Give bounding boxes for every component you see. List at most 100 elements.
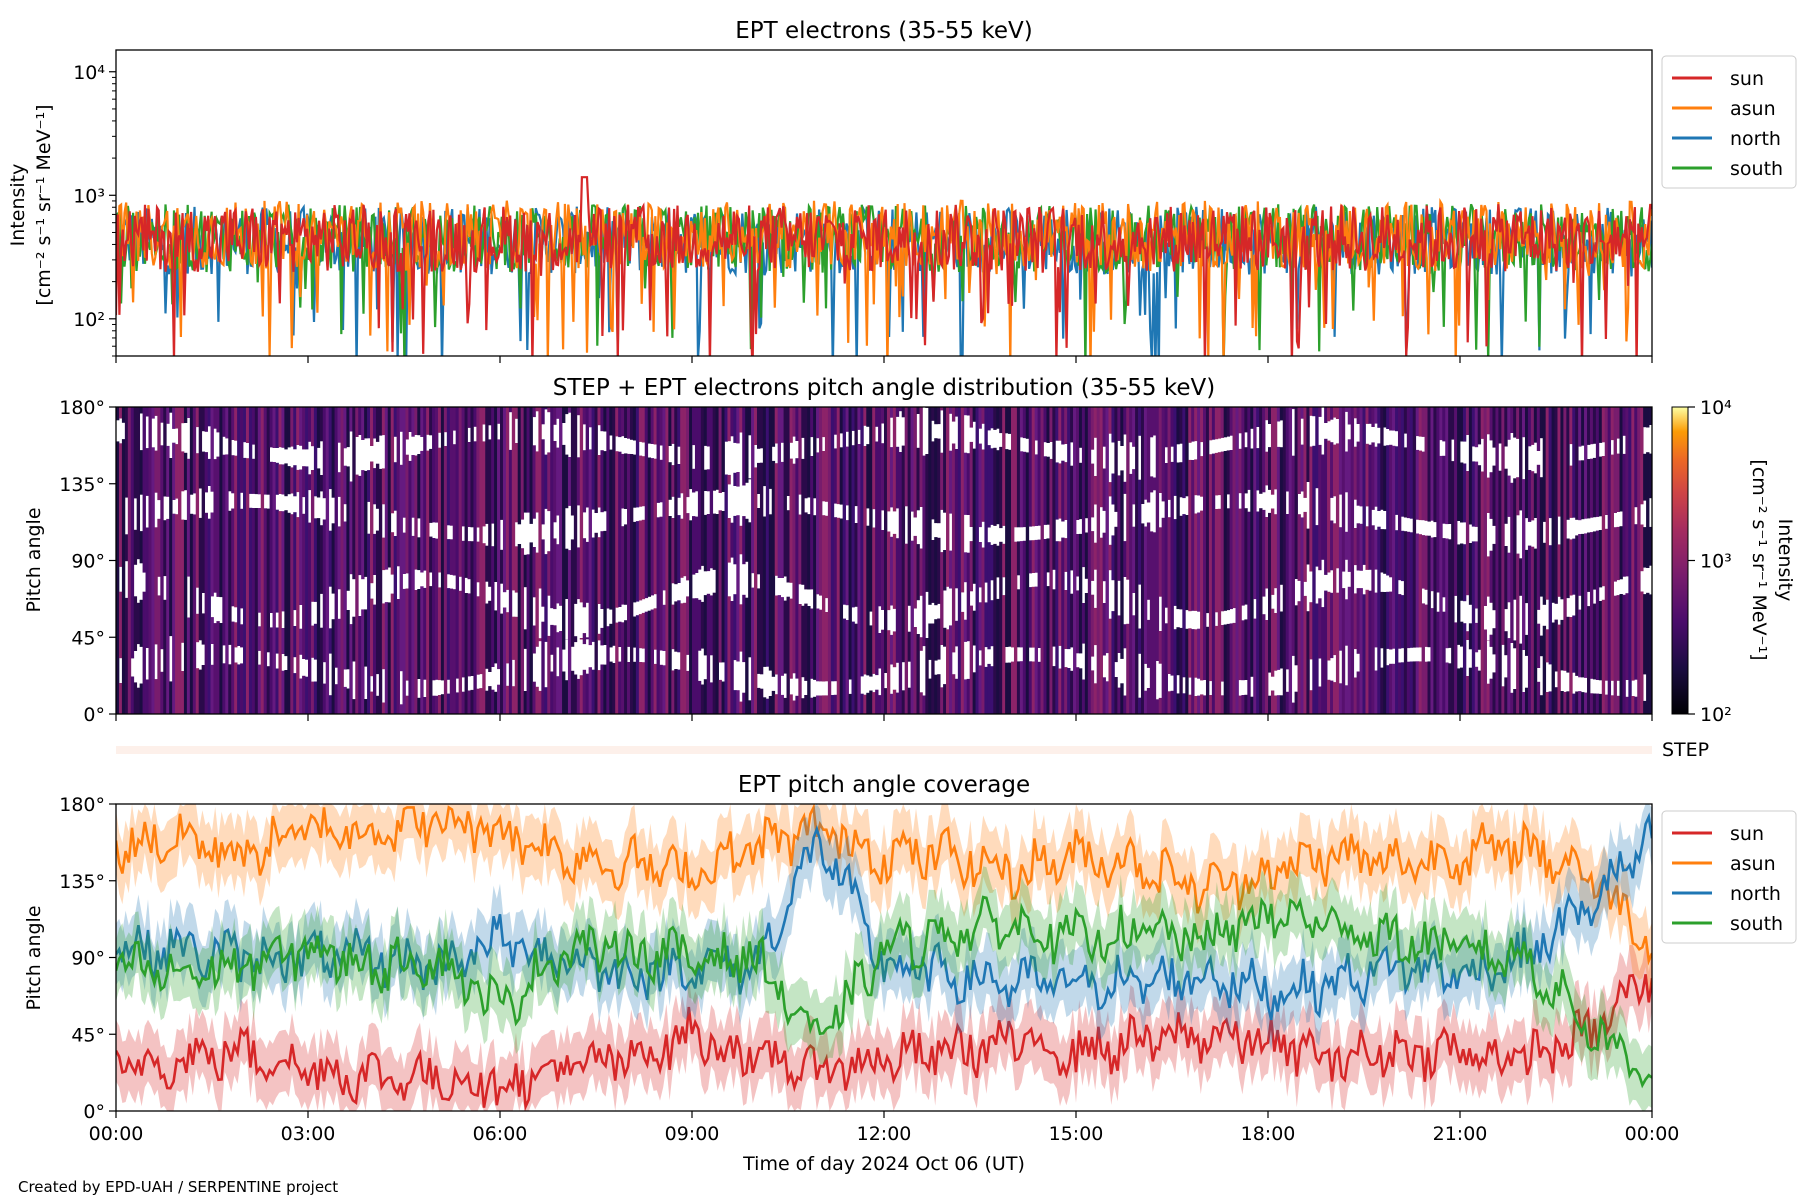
heatmap-cell <box>1185 628 1189 714</box>
heatmap-cell <box>588 407 592 428</box>
heatmap-cell <box>821 451 826 502</box>
heatmap-cell <box>627 453 631 647</box>
heatmap-cell <box>848 693 852 714</box>
heatmap-cell <box>547 635 551 714</box>
heatmap-cell <box>284 670 288 714</box>
heatmap-cell <box>139 450 143 495</box>
heatmap-cell <box>1173 519 1177 606</box>
heatmap-cell <box>169 681 173 714</box>
heatmap-cell <box>302 407 306 450</box>
heatmap-cell <box>1111 473 1115 505</box>
footer-credit: Created by EPD-UAH / SERPENTINE project <box>18 1178 338 1196</box>
heatmap-cell <box>570 539 575 647</box>
heatmap-cell <box>966 453 971 515</box>
heatmap-cell <box>1279 407 1284 421</box>
heatmap-cell <box>1587 407 1591 445</box>
heatmap-cell <box>884 407 888 673</box>
heatmap-cell <box>1090 407 1095 450</box>
heatmap-cell <box>1135 407 1139 714</box>
heatmap-cell <box>325 407 330 714</box>
heatmap-cell <box>1374 592 1378 648</box>
heatmap-cell <box>780 461 784 578</box>
heatmap-cell <box>756 407 761 449</box>
heatmap-cell <box>573 636 578 643</box>
heatmap-cell <box>1008 407 1012 434</box>
heatmap-cell <box>145 527 149 648</box>
heatmap-cell <box>467 690 471 714</box>
heatmap-cell <box>1589 458 1594 518</box>
heatmap-cell <box>313 518 318 602</box>
heatmap-cell <box>387 407 392 568</box>
heatmap-cell <box>1132 407 1136 447</box>
heatmap-cell <box>1457 407 1461 521</box>
heatmap-cell <box>154 679 158 714</box>
heatmap-cell <box>1598 530 1603 588</box>
heatmap-cell <box>240 663 244 714</box>
heatmap-cell <box>650 609 654 714</box>
heatmap-cell <box>1262 407 1266 493</box>
heatmap-cell <box>624 407 628 438</box>
heatmap-cell <box>919 407 923 507</box>
heatmap-cell <box>293 407 297 450</box>
heatmap-cell <box>963 679 968 714</box>
heatmap-cell <box>1400 407 1405 517</box>
heatmap-cell <box>1587 532 1591 592</box>
heatmap-cell <box>748 407 752 436</box>
heatmap-cell <box>343 465 347 505</box>
heatmap-cell <box>210 512 214 597</box>
heatmap-cell <box>627 407 631 439</box>
heatmap-cell <box>299 407 303 446</box>
heatmap-cell <box>1309 602 1313 660</box>
heatmap-cell <box>420 407 424 437</box>
heatmap-cell <box>1539 695 1544 714</box>
heatmap-cell <box>1108 482 1112 497</box>
heatmap-cell <box>1253 407 1257 600</box>
heatmap-cell <box>1566 691 1570 714</box>
heatmap-cell <box>316 468 321 498</box>
heatmap-cell <box>281 464 285 495</box>
heatmap-cell <box>1400 595 1405 649</box>
heatmap-cell <box>331 523 335 594</box>
heatmap-cell <box>225 454 229 714</box>
heatmap-cell <box>1043 407 1047 443</box>
heatmap-cell <box>875 689 879 714</box>
heatmap-cell <box>875 407 879 427</box>
heatmap-cell <box>892 689 897 714</box>
heatmap-cell <box>1268 512 1272 673</box>
heatmap-cell <box>1265 407 1269 421</box>
heatmap-cell <box>1421 603 1425 714</box>
heatmap-cell <box>1471 407 1476 447</box>
heatmap-cell <box>346 466 350 591</box>
heatmap-cell <box>1138 407 1142 436</box>
heatmap-cell <box>1380 407 1384 510</box>
heatmap-cell <box>1330 407 1334 420</box>
heatmap-cell <box>1457 544 1461 645</box>
y-tick-label: 10² <box>73 309 105 331</box>
heatmap-cell <box>387 602 392 714</box>
heatmap-cell <box>526 554 530 714</box>
heatmap-cell <box>1049 458 1053 714</box>
heatmap-cell <box>213 623 217 714</box>
heatmap-cell <box>408 407 412 432</box>
heatmap-cell <box>842 407 846 605</box>
heatmap-cell <box>1332 444 1337 497</box>
heatmap-cell <box>1002 407 1006 526</box>
heatmap-cell <box>783 697 787 714</box>
panel1-ylabel-line1: Intensity <box>7 164 29 247</box>
heatmap-cell <box>762 697 767 714</box>
heatmap-cell <box>1194 629 1198 678</box>
heatmap-cell <box>417 407 421 436</box>
heatmap-cell <box>423 587 427 680</box>
heatmap-cell <box>526 407 530 513</box>
heatmap-cell <box>1179 627 1183 714</box>
heatmap-cell <box>736 515 740 662</box>
panel2-y-axis: 0°45°90°135°180° <box>59 397 116 726</box>
heatmap-cell <box>1217 452 1222 496</box>
heatmap-cell <box>638 407 643 442</box>
heatmap-cell <box>564 407 569 415</box>
heatmap-cell <box>275 627 279 654</box>
heatmap-cell <box>1114 677 1118 714</box>
heatmap-cell <box>1581 692 1585 714</box>
heatmap-cell <box>175 444 179 499</box>
heatmap-cell <box>742 594 746 663</box>
